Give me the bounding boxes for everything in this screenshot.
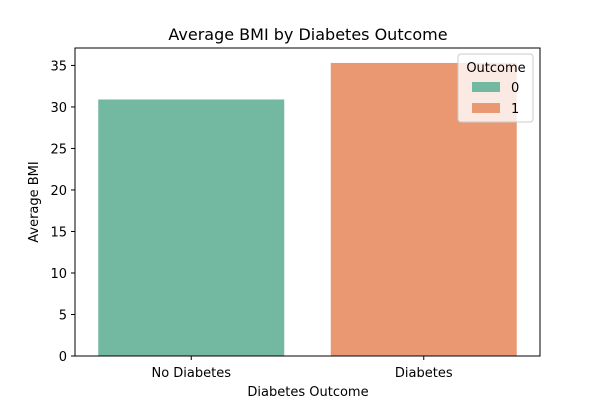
y-tick-label: 5	[59, 308, 67, 323]
legend-swatch-0	[472, 82, 500, 92]
y-axis-label: Average BMI	[27, 161, 42, 243]
y-tick-label: 20	[50, 184, 67, 199]
y-tick-label: 10	[50, 267, 67, 282]
chart-title: Average BMI by Diabetes Outcome	[168, 25, 447, 44]
legend-label-0: 0	[511, 81, 519, 96]
y-tick-label: 25	[50, 142, 67, 157]
bar-no-diabetes	[98, 99, 285, 357]
y-tick-label: 35	[50, 59, 67, 74]
y-tick-label: 0	[59, 350, 67, 365]
x-tick-label: No Diabetes	[151, 366, 231, 381]
legend: Outcome 0 1	[457, 53, 534, 123]
y-tick-label: 30	[50, 101, 67, 116]
legend-title: Outcome	[466, 61, 525, 76]
legend-label-1: 1	[511, 102, 519, 117]
bars-group	[98, 62, 517, 357]
legend-swatch-1	[472, 103, 500, 113]
x-axis-ticks: No Diabetes Diabetes	[151, 356, 453, 381]
x-tick-label: Diabetes	[395, 366, 453, 381]
x-axis-label: Diabetes Outcome	[247, 385, 368, 400]
y-axis-ticks: 0 5 10 15 20 25 30 35	[50, 59, 75, 365]
y-tick-label: 15	[50, 225, 67, 240]
plot-frame	[74, 47, 541, 357]
